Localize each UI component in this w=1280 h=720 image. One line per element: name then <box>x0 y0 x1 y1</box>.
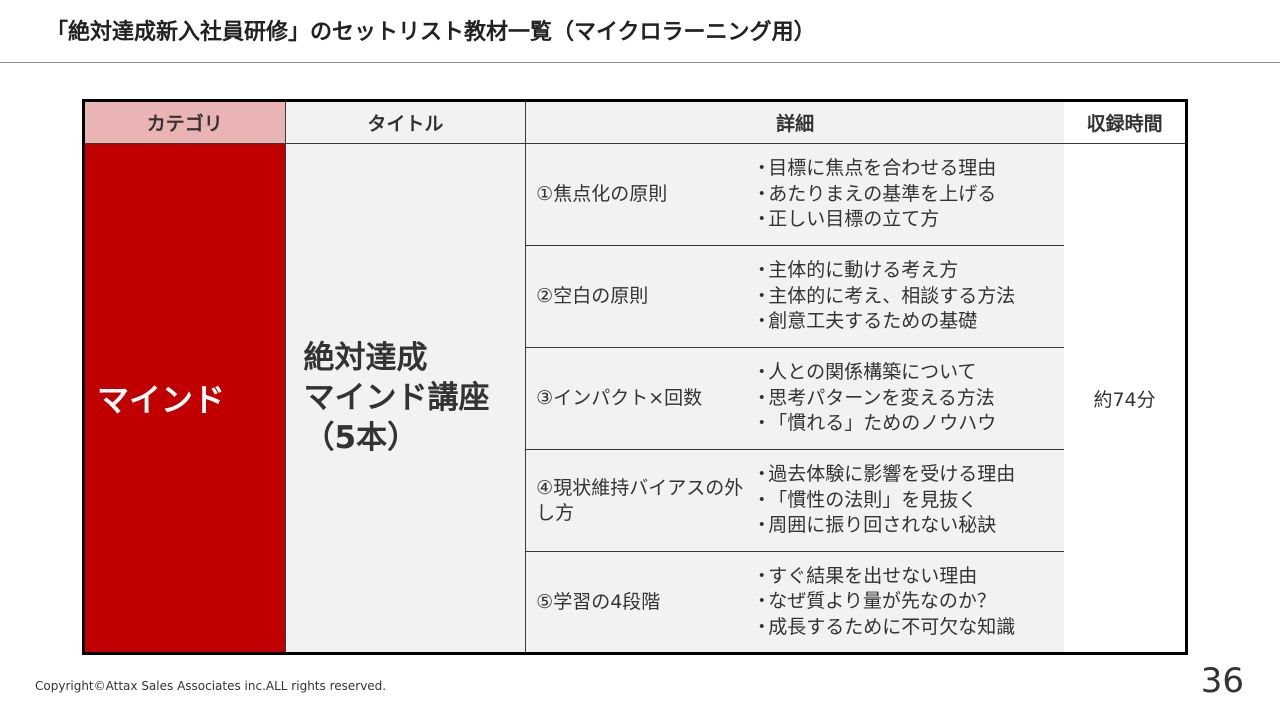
bullet-glyph: ・ <box>752 488 772 511</box>
point-item: ・思考パターンを変える方法 <box>752 386 1064 412</box>
point-text: 成長するために不可欠な知識 <box>768 615 1016 638</box>
point-item: ・正しい目標の立て方 <box>752 207 1064 233</box>
table-row: マインド 絶対達成 マインド講座 （5本） ①焦点化の原則 ・目標に焦点を合わせ… <box>83 143 1187 654</box>
course-title-cell: 絶対達成 マインド講座 （5本） <box>285 143 527 654</box>
point-text: 「慣性の法則」を見抜く <box>768 488 978 511</box>
point-text: 主体的に考え、相談する方法 <box>768 284 1016 307</box>
bullet-glyph: ・ <box>752 310 772 333</box>
point-item: ・創意工夫するための基礎 <box>752 309 1064 335</box>
point-text: 思考パターンを変える方法 <box>768 386 995 409</box>
bullet-glyph: ・ <box>752 208 772 231</box>
table-row: ⑤学習の4段階 ・すぐ結果を出せない理由 ・なぜ質より量が先なのか？ ・成長する… <box>84 551 1187 654</box>
lesson-points: ・すぐ結果を出せない理由 ・なぜ質より量が先なのか？ ・成長するために不可欠な知… <box>752 551 1065 654</box>
bullet-glyph: ・ <box>752 412 772 435</box>
set-list-table: カテゴリ タイトル 詳細 収録時間 マインド 絶対達成 マインド講座 （5本） … <box>82 99 1188 655</box>
point-item: ・主体的に考え、相談する方法 <box>752 284 1064 310</box>
course-title-line: （5本） <box>303 420 419 456</box>
bullet-glyph: ・ <box>752 514 772 537</box>
point-item: ・主体的に動ける考え方 <box>752 258 1064 284</box>
point-item: ・成長するために不可欠な知識 <box>752 615 1064 641</box>
point-item: ・なぜ質より量が先なのか？ <box>752 589 1064 615</box>
point-text: 「慣れる」ためのノウハウ <box>768 412 997 435</box>
lesson-title: ④現状維持バイアスの外し方 <box>525 449 753 552</box>
bullet-glyph: ・ <box>752 615 772 638</box>
header-detail: 詳細 <box>525 100 1065 144</box>
copyright-notice: Copyright©Attax Sales Associates inc.ALL… <box>35 679 387 693</box>
bullet-glyph: ・ <box>752 182 772 205</box>
point-item: ・目標に焦点を合わせる理由 <box>752 156 1064 182</box>
table-row: ③インパクト×回数 ・人との関係構築について ・思考パターンを変える方法 ・「慣… <box>84 347 1187 450</box>
page-title: 「絶対達成新入社員研修」のセットリスト教材一覧（マイクロラーニング用） <box>46 20 816 45</box>
point-text: あたりまえの基準を上げる <box>768 182 997 205</box>
lesson-title: ①焦点化の原則 <box>525 143 753 246</box>
table-row: ②空白の原則 ・主体的に動ける考え方 ・主体的に考え、相談する方法 ・創意工夫す… <box>84 245 1187 348</box>
lesson-points: ・人との関係構築について ・思考パターンを変える方法 ・「慣れる」ためのノウハウ <box>752 347 1065 450</box>
point-text: 周囲に振り回されない秘訣 <box>768 514 997 537</box>
point-text: 主体的に動ける考え方 <box>768 259 959 282</box>
point-item: ・あたりまえの基準を上げる <box>752 182 1064 208</box>
lesson-title: ③インパクト×回数 <box>525 347 753 450</box>
bullet-glyph: ・ <box>752 259 772 282</box>
point-item: ・過去体験に影響を受ける理由 <box>752 462 1064 488</box>
point-item: ・人との関係構築について <box>752 360 1064 386</box>
point-item: ・周囲に振り回されない秘訣 <box>752 513 1064 539</box>
lesson-points: ・目標に焦点を合わせる理由 ・あたりまえの基準を上げる ・正しい目標の立て方 <box>752 143 1065 246</box>
point-text: なぜ質より量が先なのか？ <box>768 590 996 613</box>
page-number: 36 <box>1200 661 1244 701</box>
table-header-row: カテゴリ タイトル 詳細 収録時間 <box>83 100 1188 144</box>
point-item: ・「慣性の法則」を見抜く <box>752 488 1064 514</box>
table-row: ④現状維持バイアスの外し方 ・過去体験に影響を受ける理由 ・「慣性の法則」を見抜… <box>84 449 1187 552</box>
header-duration: 収録時間 <box>1064 100 1188 144</box>
lesson-title: ②空白の原則 <box>525 245 753 348</box>
point-text: 目標に焦点を合わせる理由 <box>768 157 997 180</box>
bullet-glyph: ・ <box>752 463 772 486</box>
point-text: 過去体験に影響を受ける理由 <box>768 463 1016 486</box>
point-text: すぐ結果を出せない理由 <box>768 564 978 587</box>
header-title: タイトル <box>284 100 527 144</box>
point-text: 正しい目標の立て方 <box>768 208 940 231</box>
course-title-line: 絶対達成 <box>303 340 428 376</box>
bullet-glyph: ・ <box>752 157 772 180</box>
title-divider <box>0 62 1280 63</box>
bullet-glyph: ・ <box>752 361 772 384</box>
point-item: ・すぐ結果を出せない理由 <box>752 564 1064 590</box>
duration-cell: 約74分 <box>1064 143 1187 654</box>
point-text: 人との関係構築について <box>768 361 977 384</box>
bullet-glyph: ・ <box>752 386 772 409</box>
bullet-glyph: ・ <box>752 284 772 307</box>
lesson-points: ・主体的に動ける考え方 ・主体的に考え、相談する方法 ・創意工夫するための基礎 <box>752 245 1065 348</box>
bullet-glyph: ・ <box>752 590 772 613</box>
point-text: 創意工夫するための基礎 <box>768 310 978 333</box>
lesson-points: ・過去体験に影響を受ける理由 ・「慣性の法則」を見抜く ・周囲に振り回されない秘… <box>752 449 1065 552</box>
lesson-title: ⑤学習の4段階 <box>525 551 753 654</box>
header-category: カテゴリ <box>83 100 286 144</box>
category-cell: マインド <box>83 143 286 654</box>
point-item: ・「慣れる」ためのノウハウ <box>752 411 1064 437</box>
course-title-line: マインド講座 <box>303 380 490 416</box>
bullet-glyph: ・ <box>752 564 772 587</box>
